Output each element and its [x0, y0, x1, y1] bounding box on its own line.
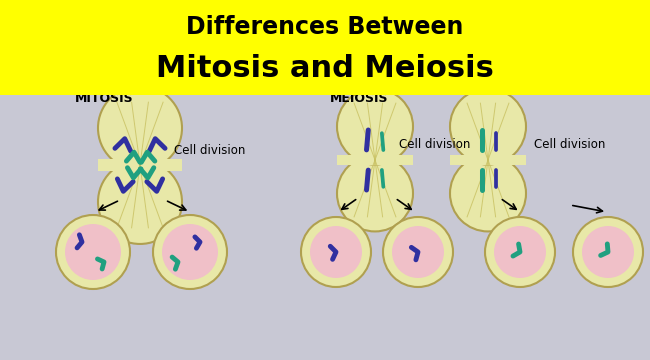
Circle shape [98, 160, 182, 244]
Circle shape [450, 156, 526, 231]
Circle shape [153, 215, 227, 289]
Text: Cell division: Cell division [174, 144, 246, 157]
Text: MEIOSIS: MEIOSIS [330, 91, 389, 104]
Circle shape [383, 217, 453, 287]
Bar [450, 155, 526, 165]
Circle shape [450, 89, 526, 165]
Circle shape [392, 226, 444, 278]
Circle shape [582, 226, 634, 278]
Circle shape [65, 224, 121, 280]
Bar [0, 0, 650, 95]
Circle shape [573, 217, 643, 287]
Text: Mitosis and Meiosis: Mitosis and Meiosis [156, 54, 494, 83]
Circle shape [337, 156, 413, 231]
Bar [98, 159, 182, 171]
Text: Cell division: Cell division [534, 139, 606, 152]
Circle shape [337, 89, 413, 165]
Circle shape [162, 224, 218, 280]
Circle shape [56, 215, 130, 289]
Circle shape [310, 226, 362, 278]
Circle shape [98, 86, 182, 170]
Bar [337, 155, 413, 165]
Text: Cell division: Cell division [399, 139, 471, 152]
Circle shape [301, 217, 371, 287]
Text: MITOSIS: MITOSIS [75, 91, 134, 104]
Circle shape [485, 217, 555, 287]
Text: Differences Between: Differences Between [187, 15, 463, 39]
Circle shape [494, 226, 546, 278]
